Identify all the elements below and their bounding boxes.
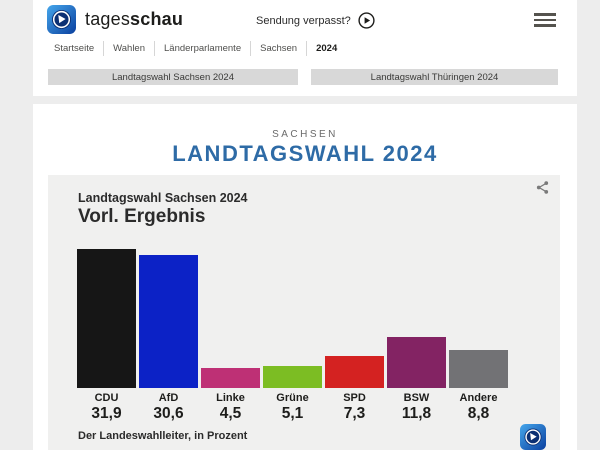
chart-title: Vorl. Ergebnis [78, 206, 206, 227]
share-icon[interactable] [535, 180, 551, 196]
bar-rect-afd [139, 255, 198, 388]
bar-rect-spd [325, 356, 384, 388]
breadcrumb-laenderparlamente[interactable]: Länderparlamente [154, 41, 250, 56]
result-chart-card: Landtagswahl Sachsen 2024 Vorl. Ergebnis… [48, 175, 560, 450]
header-panel: tagesschau Sendung verpasst? Startseite … [33, 0, 577, 96]
bar-rect-cdu [77, 249, 136, 388]
breadcrumb-sachsen[interactable]: Sachsen [250, 41, 306, 56]
bar-value: 8,8 [467, 405, 490, 422]
bar-value: 31,9 [91, 405, 122, 422]
tagesschau-globe-icon [47, 5, 76, 34]
breadcrumb-2024[interactable]: 2024 [306, 41, 346, 56]
bar-rect-grüne [263, 366, 322, 388]
page-title: LANDTAGSWAHL 2024 [172, 141, 438, 166]
play-icon[interactable] [358, 12, 375, 29]
breadcrumb-wahlen[interactable]: Wahlen [103, 41, 154, 56]
bar-value: 30,6 [153, 405, 184, 422]
bar-col-cdu: CDU 31,9 [77, 175, 136, 423]
button-landtagswahl-sachsen[interactable]: Landtagswahl Sachsen 2024 [48, 69, 298, 85]
button-landtagswahl-thueringen[interactable]: Landtagswahl Thüringen 2024 [311, 69, 558, 85]
bar-label: SPD [343, 392, 366, 404]
election-switch-buttons: Landtagswahl Sachsen 2024 Landtagswahl T… [48, 69, 562, 85]
tagesschau-watermark-icon [520, 424, 546, 450]
bar-label: AfD [158, 392, 179, 404]
bar-value: 7,3 [343, 405, 366, 422]
bar-label: BSW [403, 392, 430, 404]
bar-label: Andere [459, 392, 498, 404]
chart-source: Der Landeswahlleiter, in Prozent [78, 430, 248, 442]
bar-col-spd: SPD 7,3 [325, 175, 384, 423]
breadcrumb: Startseite Wahlen Länderparlamente Sachs… [45, 41, 346, 56]
bar-rect-andere [449, 350, 508, 388]
bar-value: 4,5 [219, 405, 242, 422]
bar-label: Linke [216, 392, 245, 404]
bar-value: 11,8 [401, 405, 432, 422]
bar-col-linke: Linke 4,5 [201, 175, 260, 423]
tagesschau-brand-link[interactable]: tagesschau [47, 5, 183, 34]
bar-label: CDU [94, 392, 119, 404]
bar-col-grüne: Grüne 5,1 [263, 175, 322, 423]
bar-rect-linke [201, 368, 260, 388]
menu-icon[interactable] [534, 13, 556, 27]
bar-value: 5,1 [281, 405, 304, 422]
bar-label: Grüne [276, 392, 309, 404]
main-panel: SACHSEN LANDTAGSWAHL 2024 Landtagswahl S… [33, 104, 577, 450]
region-kicker: SACHSEN [272, 129, 338, 140]
bar-col-afd: AfD 30,6 [139, 175, 198, 423]
sendung-verpasst-link[interactable]: Sendung verpasst? [256, 12, 375, 29]
bar-rect-bsw [387, 337, 446, 388]
bar-chart: CDU 31,9 AfD 30,6 Linke 4,5 Grüne 5,1 SPD 7,3 BSW 1… [77, 175, 508, 423]
chart-subtitle: Landtagswahl Sachsen 2024 [78, 191, 248, 205]
brand-wordmark: tagesschau [85, 9, 184, 29]
bar-col-andere: Andere 8,8 [449, 175, 508, 423]
bar-col-bsw: BSW 11,8 [387, 175, 446, 423]
breadcrumb-startseite[interactable]: Startseite [54, 43, 95, 54]
sendung-verpasst-label: Sendung verpasst? [256, 14, 351, 27]
